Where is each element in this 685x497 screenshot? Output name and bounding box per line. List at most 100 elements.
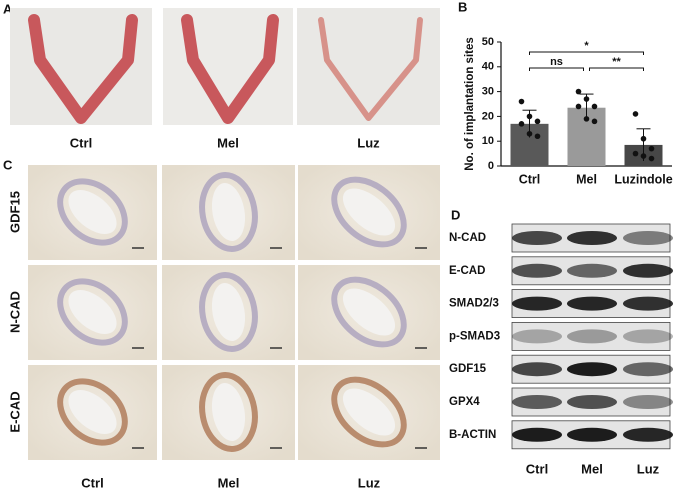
panel-letter: A — [3, 1, 13, 16]
blot-band — [567, 395, 617, 409]
lumen — [211, 383, 246, 441]
row-label: GPX4 — [449, 396, 480, 408]
data-point — [640, 153, 647, 159]
column-label: Luz — [637, 461, 660, 476]
lumen — [342, 188, 396, 236]
y-tick-label: 20 — [482, 110, 494, 122]
blot-band — [623, 427, 673, 442]
y-axis-label: No. of implantation sites — [464, 37, 476, 171]
data-point — [575, 88, 582, 95]
blot-band — [567, 231, 617, 245]
panel-letter: B — [458, 0, 467, 14]
blot-band — [567, 296, 617, 311]
lumen — [211, 283, 246, 341]
tissue-wall — [57, 178, 128, 246]
row-label: GDF15 — [449, 363, 487, 375]
blot-band — [623, 329, 673, 344]
blot-band — [623, 263, 673, 278]
blot-band — [567, 329, 617, 344]
row-label: E-CAD — [7, 391, 22, 432]
tissue-wall — [331, 176, 407, 248]
y-tick-label: 50 — [482, 36, 494, 48]
blot-band — [567, 427, 617, 442]
row-label: N-CAD — [7, 291, 22, 333]
x-tick-label: Luzindole — [614, 172, 672, 186]
lumen — [211, 183, 246, 241]
tissue-wall — [199, 372, 258, 452]
significance-bracket — [529, 51, 644, 55]
data-point — [526, 113, 533, 120]
significance-label: * — [584, 40, 589, 52]
row-label: B-ACTIN — [449, 429, 496, 441]
blot-band — [512, 395, 562, 409]
blot-band — [512, 231, 562, 245]
column-label: Mel — [218, 475, 240, 490]
data-point — [648, 145, 655, 152]
panel-letter: D — [451, 207, 460, 222]
tissue-wall — [57, 378, 128, 446]
uterus — [181, 14, 279, 124]
row-label: p-SMAD3 — [449, 330, 500, 342]
y-tick-label: 10 — [482, 135, 494, 147]
data-point — [526, 130, 533, 137]
lumen — [68, 190, 117, 234]
blot-band — [512, 362, 562, 377]
lumen — [68, 390, 117, 434]
x-tick-label: Ctrl — [519, 172, 541, 186]
y-tick-label: 0 — [488, 160, 494, 172]
blot-band — [567, 263, 617, 278]
y-tick-label: 40 — [482, 61, 494, 73]
y-tick-label: 30 — [482, 86, 494, 98]
blot-band — [512, 263, 562, 278]
lumen — [342, 388, 396, 436]
row-label: GDF15 — [7, 191, 22, 233]
blot-band — [623, 231, 673, 245]
data-point — [591, 118, 598, 125]
uterus — [28, 14, 138, 124]
tissue-wall — [199, 272, 258, 352]
column-label: Ctrl — [70, 135, 92, 150]
column-label: Mel — [217, 135, 239, 150]
data-point — [518, 121, 525, 127]
row-label: N-CAD — [449, 232, 486, 244]
blot-strip — [511, 321, 671, 351]
blot-band — [623, 296, 673, 311]
significance-bracket — [589, 67, 644, 71]
blot-band — [512, 296, 562, 311]
significance-label: ns — [550, 56, 563, 68]
column-label: Mel — [581, 461, 603, 476]
blot-band — [512, 329, 562, 344]
data-point — [632, 111, 639, 117]
lumen — [68, 290, 117, 334]
blot-band — [623, 362, 673, 377]
data-point — [575, 103, 582, 110]
data-point — [583, 96, 590, 102]
column-label: Ctrl — [81, 475, 103, 490]
lumen — [342, 288, 396, 336]
tissue-wall — [331, 276, 407, 348]
column-label: Luz — [358, 475, 381, 490]
data-point — [591, 103, 598, 110]
data-point — [640, 135, 647, 142]
row-label: E-CAD — [449, 265, 485, 277]
uterus — [318, 17, 423, 121]
data-point — [534, 118, 541, 125]
blot-band — [512, 427, 562, 442]
significance-label: ** — [612, 56, 621, 68]
tissue-wall — [199, 172, 258, 252]
data-point — [583, 116, 590, 122]
tissue-wall — [57, 278, 128, 346]
column-label: Luz — [357, 135, 380, 150]
data-point — [518, 98, 525, 105]
blot-band — [623, 395, 673, 409]
tissue-wall — [331, 376, 407, 448]
row-label: SMAD2/3 — [449, 298, 499, 310]
x-tick-label: Mel — [576, 172, 597, 186]
significance-bracket — [529, 67, 584, 71]
data-point — [534, 133, 541, 140]
panel-letter: C — [3, 157, 13, 172]
data-point — [648, 155, 655, 162]
column-label: Ctrl — [526, 461, 548, 476]
blot-band — [567, 362, 617, 377]
